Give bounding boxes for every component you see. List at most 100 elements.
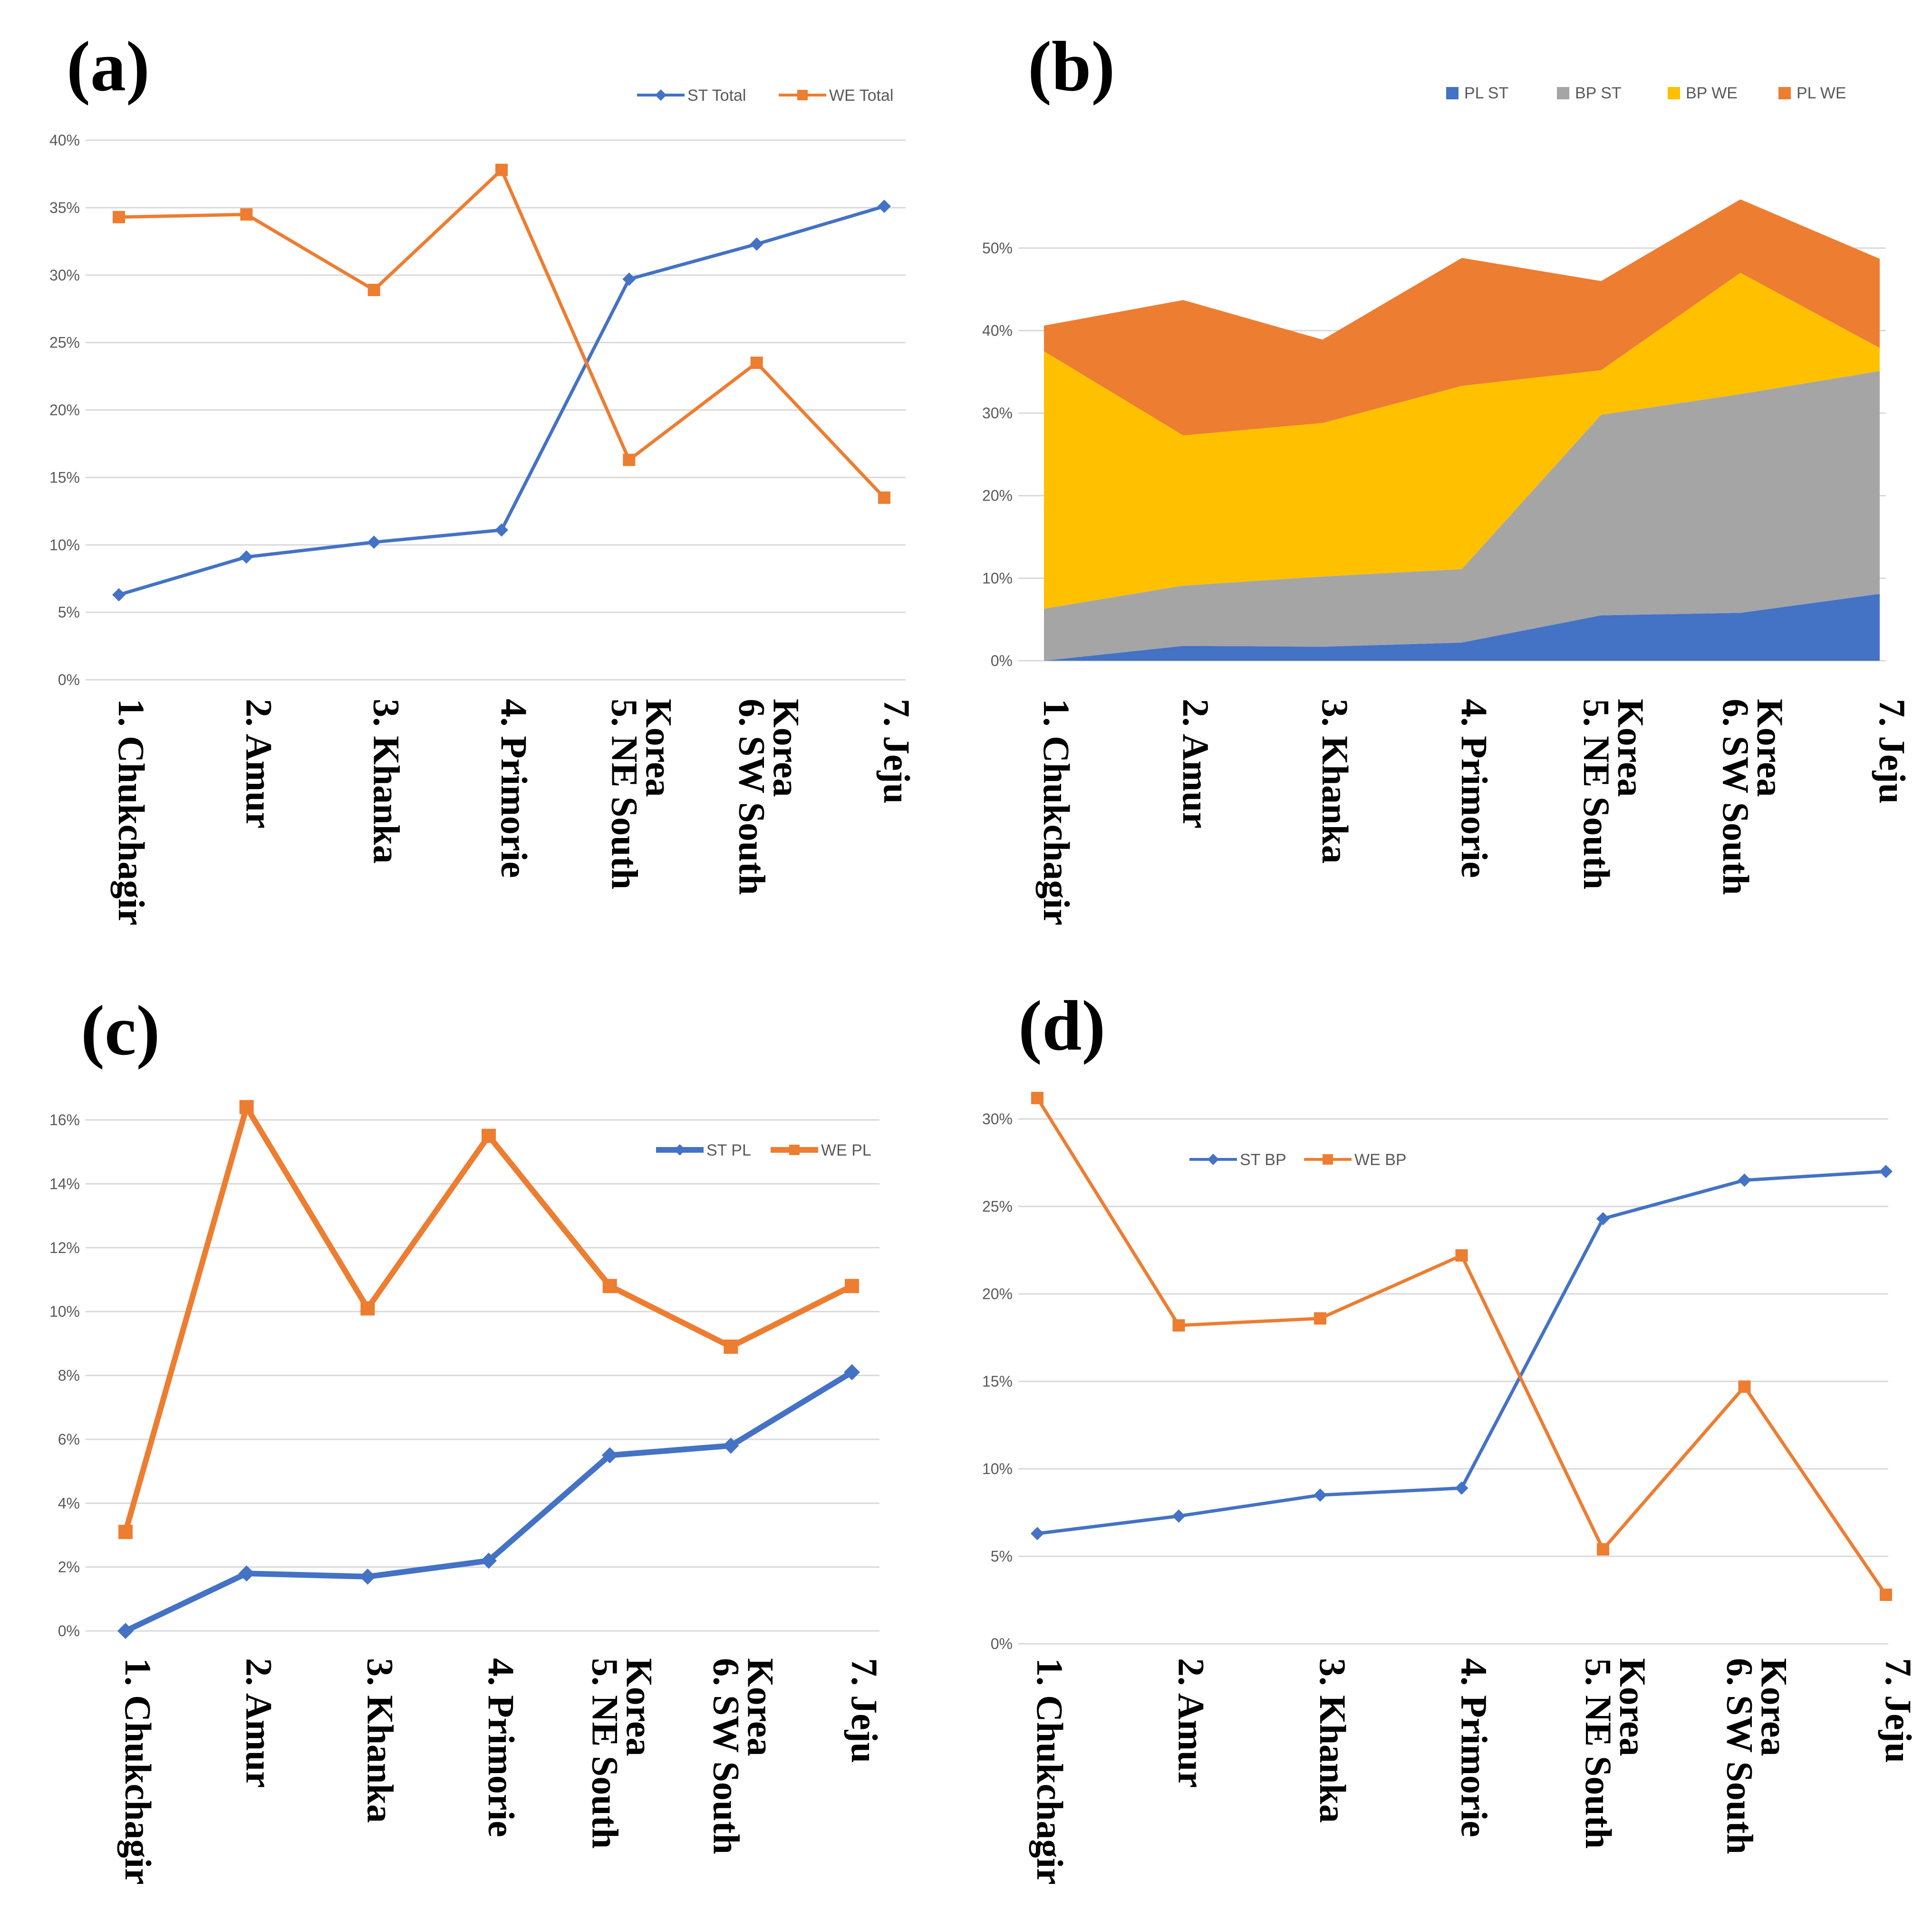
point-st-total — [112, 588, 126, 602]
point-we-pl — [118, 1524, 133, 1539]
chart-panel-a: (a) 0% 5% 10% 15% 20% 25% 30% 35% 40% 1. Chukchagi… — [0, 0, 966, 959]
y-tick-label: 5% — [58, 604, 80, 621]
point-st-pl — [117, 1623, 134, 1639]
point-we-total — [750, 357, 763, 369]
area-bp-st — [1044, 371, 1880, 661]
point-st-bp — [1455, 1481, 1468, 1495]
x-tick-label: 7. Jeju — [1872, 699, 1913, 804]
legend-label: BP WE — [1686, 84, 1738, 102]
y-tick-label: 40% — [982, 322, 1013, 339]
point-we-bp — [1880, 1588, 1892, 1601]
y-tick-label: 10% — [49, 1303, 80, 1320]
x-tick-label: 5. NE SouthKorea — [1578, 1658, 1653, 1849]
y-tick-label: 5% — [991, 1548, 1013, 1565]
legend-swatch — [1778, 87, 1791, 99]
line-st-bp — [1037, 1169, 1886, 1535]
x-tick-label: 4. Primorie — [481, 1658, 522, 1837]
point-we-total — [113, 211, 125, 223]
chart-panel-d: (d) 0% 5% 10% 15% 20% 25% 30% 1. Chukchagir 2. Am… — [966, 959, 1932, 1919]
x-tick-label: 3. Khanka — [366, 699, 407, 864]
y-tick-label: 20% — [49, 402, 80, 419]
point-st-bp — [1879, 1165, 1893, 1178]
chart-a-svg: (a) 0% 5% 10% 15% 20% 25% 30% 35% 40% 1. Chukchagi… — [49, 27, 918, 926]
point-st-bp — [1596, 1212, 1610, 1225]
chart-d-svg: (d) 0% 5% 10% 15% 20% 25% 30% 1. Chukchagir 2. Am… — [982, 986, 1919, 1885]
x-tick-label: 1. Chukchagir — [117, 1658, 159, 1885]
y-tick-label: 25% — [982, 1198, 1013, 1215]
y-tick-label: 50% — [982, 240, 1013, 257]
panel-label-a: (a) — [67, 27, 150, 106]
point-st-total — [495, 523, 508, 537]
x-tick-label: 1. Chukchagir — [111, 699, 152, 926]
x-tick-label: 6. SW SouthKorea — [732, 699, 807, 895]
legend-swatch — [1446, 87, 1459, 99]
point-st-total — [367, 535, 381, 549]
point-we-bp — [1597, 1543, 1609, 1556]
point-we-pl — [482, 1128, 496, 1143]
y-tick-label: 8% — [58, 1367, 80, 1384]
area-pl-we — [1044, 199, 1880, 435]
legend-label: WE PL — [821, 1141, 871, 1159]
y-tick-label: 12% — [49, 1239, 80, 1256]
point-st-pl — [359, 1568, 376, 1585]
legend-swatch — [1668, 87, 1680, 99]
point-st-total — [750, 237, 763, 251]
x-tick-label: 6. SW SouthKorea — [705, 1658, 781, 1854]
legend-marker — [1208, 1154, 1219, 1165]
point-we-pl — [602, 1279, 617, 1293]
y-tick-label: 15% — [982, 1373, 1013, 1390]
point-we-pl — [360, 1301, 375, 1316]
legend-label: WE BP — [1354, 1151, 1407, 1169]
x-tick-label: 3. Khanka — [1312, 1658, 1353, 1823]
point-we-bp — [1314, 1312, 1326, 1325]
y-tick-label: 35% — [49, 199, 80, 216]
point-st-pl — [481, 1553, 497, 1569]
y-tick-label: 30% — [982, 405, 1013, 422]
point-we-total — [367, 283, 380, 296]
x-tick-label: 7. Jeju — [876, 699, 918, 804]
y-tick-label: 10% — [982, 569, 1013, 587]
x-tick-label: 5. NE SouthKorea — [585, 1658, 660, 1849]
point-st-bp — [1314, 1488, 1327, 1502]
point-st-pl — [844, 1364, 860, 1380]
legend-label: PL WE — [1797, 84, 1846, 102]
chart-panel-c: (c) 0% 2% 4% 6% 8% 10% 12% 14% 16% 1. Chukchagir 2.… — [0, 959, 966, 1919]
point-we-pl — [239, 1100, 254, 1115]
point-st-total — [622, 272, 636, 286]
chart-panel-b: (b) 0% 10% 20% 30% 40% 50% 1. Chukchagir 2. Amur… — [966, 0, 1932, 959]
y-tick-label: 30% — [982, 1110, 1013, 1128]
line-st-pl — [124, 1369, 854, 1634]
legend-label: ST BP — [1240, 1151, 1286, 1169]
y-tick-label: 14% — [49, 1175, 80, 1192]
point-we-bp — [1455, 1249, 1468, 1262]
y-tick-label: 10% — [982, 1460, 1013, 1477]
y-tick-label: 25% — [49, 334, 80, 351]
point-st-bp — [1172, 1509, 1186, 1523]
x-tick-label: 2. Amur — [238, 699, 280, 829]
x-tick-label: 4. Primorie — [1454, 699, 1495, 878]
point-st-pl — [723, 1437, 739, 1454]
point-we-pl — [724, 1340, 738, 1354]
legend-marker — [1323, 1154, 1333, 1165]
point-st-total — [878, 200, 891, 213]
chart-c-svg: (c) 0% 2% 4% 6% 8% 10% 12% 14% 16% 1. Chukchagir 2.… — [49, 991, 885, 1885]
x-tick-label: 5. NE SouthKorea — [604, 699, 679, 889]
y-tick-label: 0% — [58, 1622, 80, 1639]
x-tick-label: 6. SW SouthKorea — [1719, 1658, 1795, 1854]
x-tick-label: 1. Chukchagir — [1029, 1658, 1071, 1885]
point-we-bp — [1172, 1319, 1185, 1332]
point-st-total — [240, 550, 253, 564]
y-tick-label: 0% — [58, 671, 80, 688]
y-tick-label: 15% — [49, 469, 80, 486]
point-we-total — [495, 164, 508, 176]
y-tick-label: 6% — [58, 1431, 80, 1448]
legend-marker — [789, 1145, 800, 1155]
legend-label: PL ST — [1464, 84, 1508, 102]
y-tick-label: 4% — [58, 1495, 80, 1512]
point-st-pl — [601, 1447, 618, 1464]
x-tick-label: 7. Jeju — [844, 1658, 885, 1763]
line-we-pl — [123, 1104, 853, 1533]
point-we-total — [623, 453, 636, 466]
point-we-pl — [845, 1279, 859, 1293]
y-tick-label: 16% — [49, 1111, 80, 1128]
